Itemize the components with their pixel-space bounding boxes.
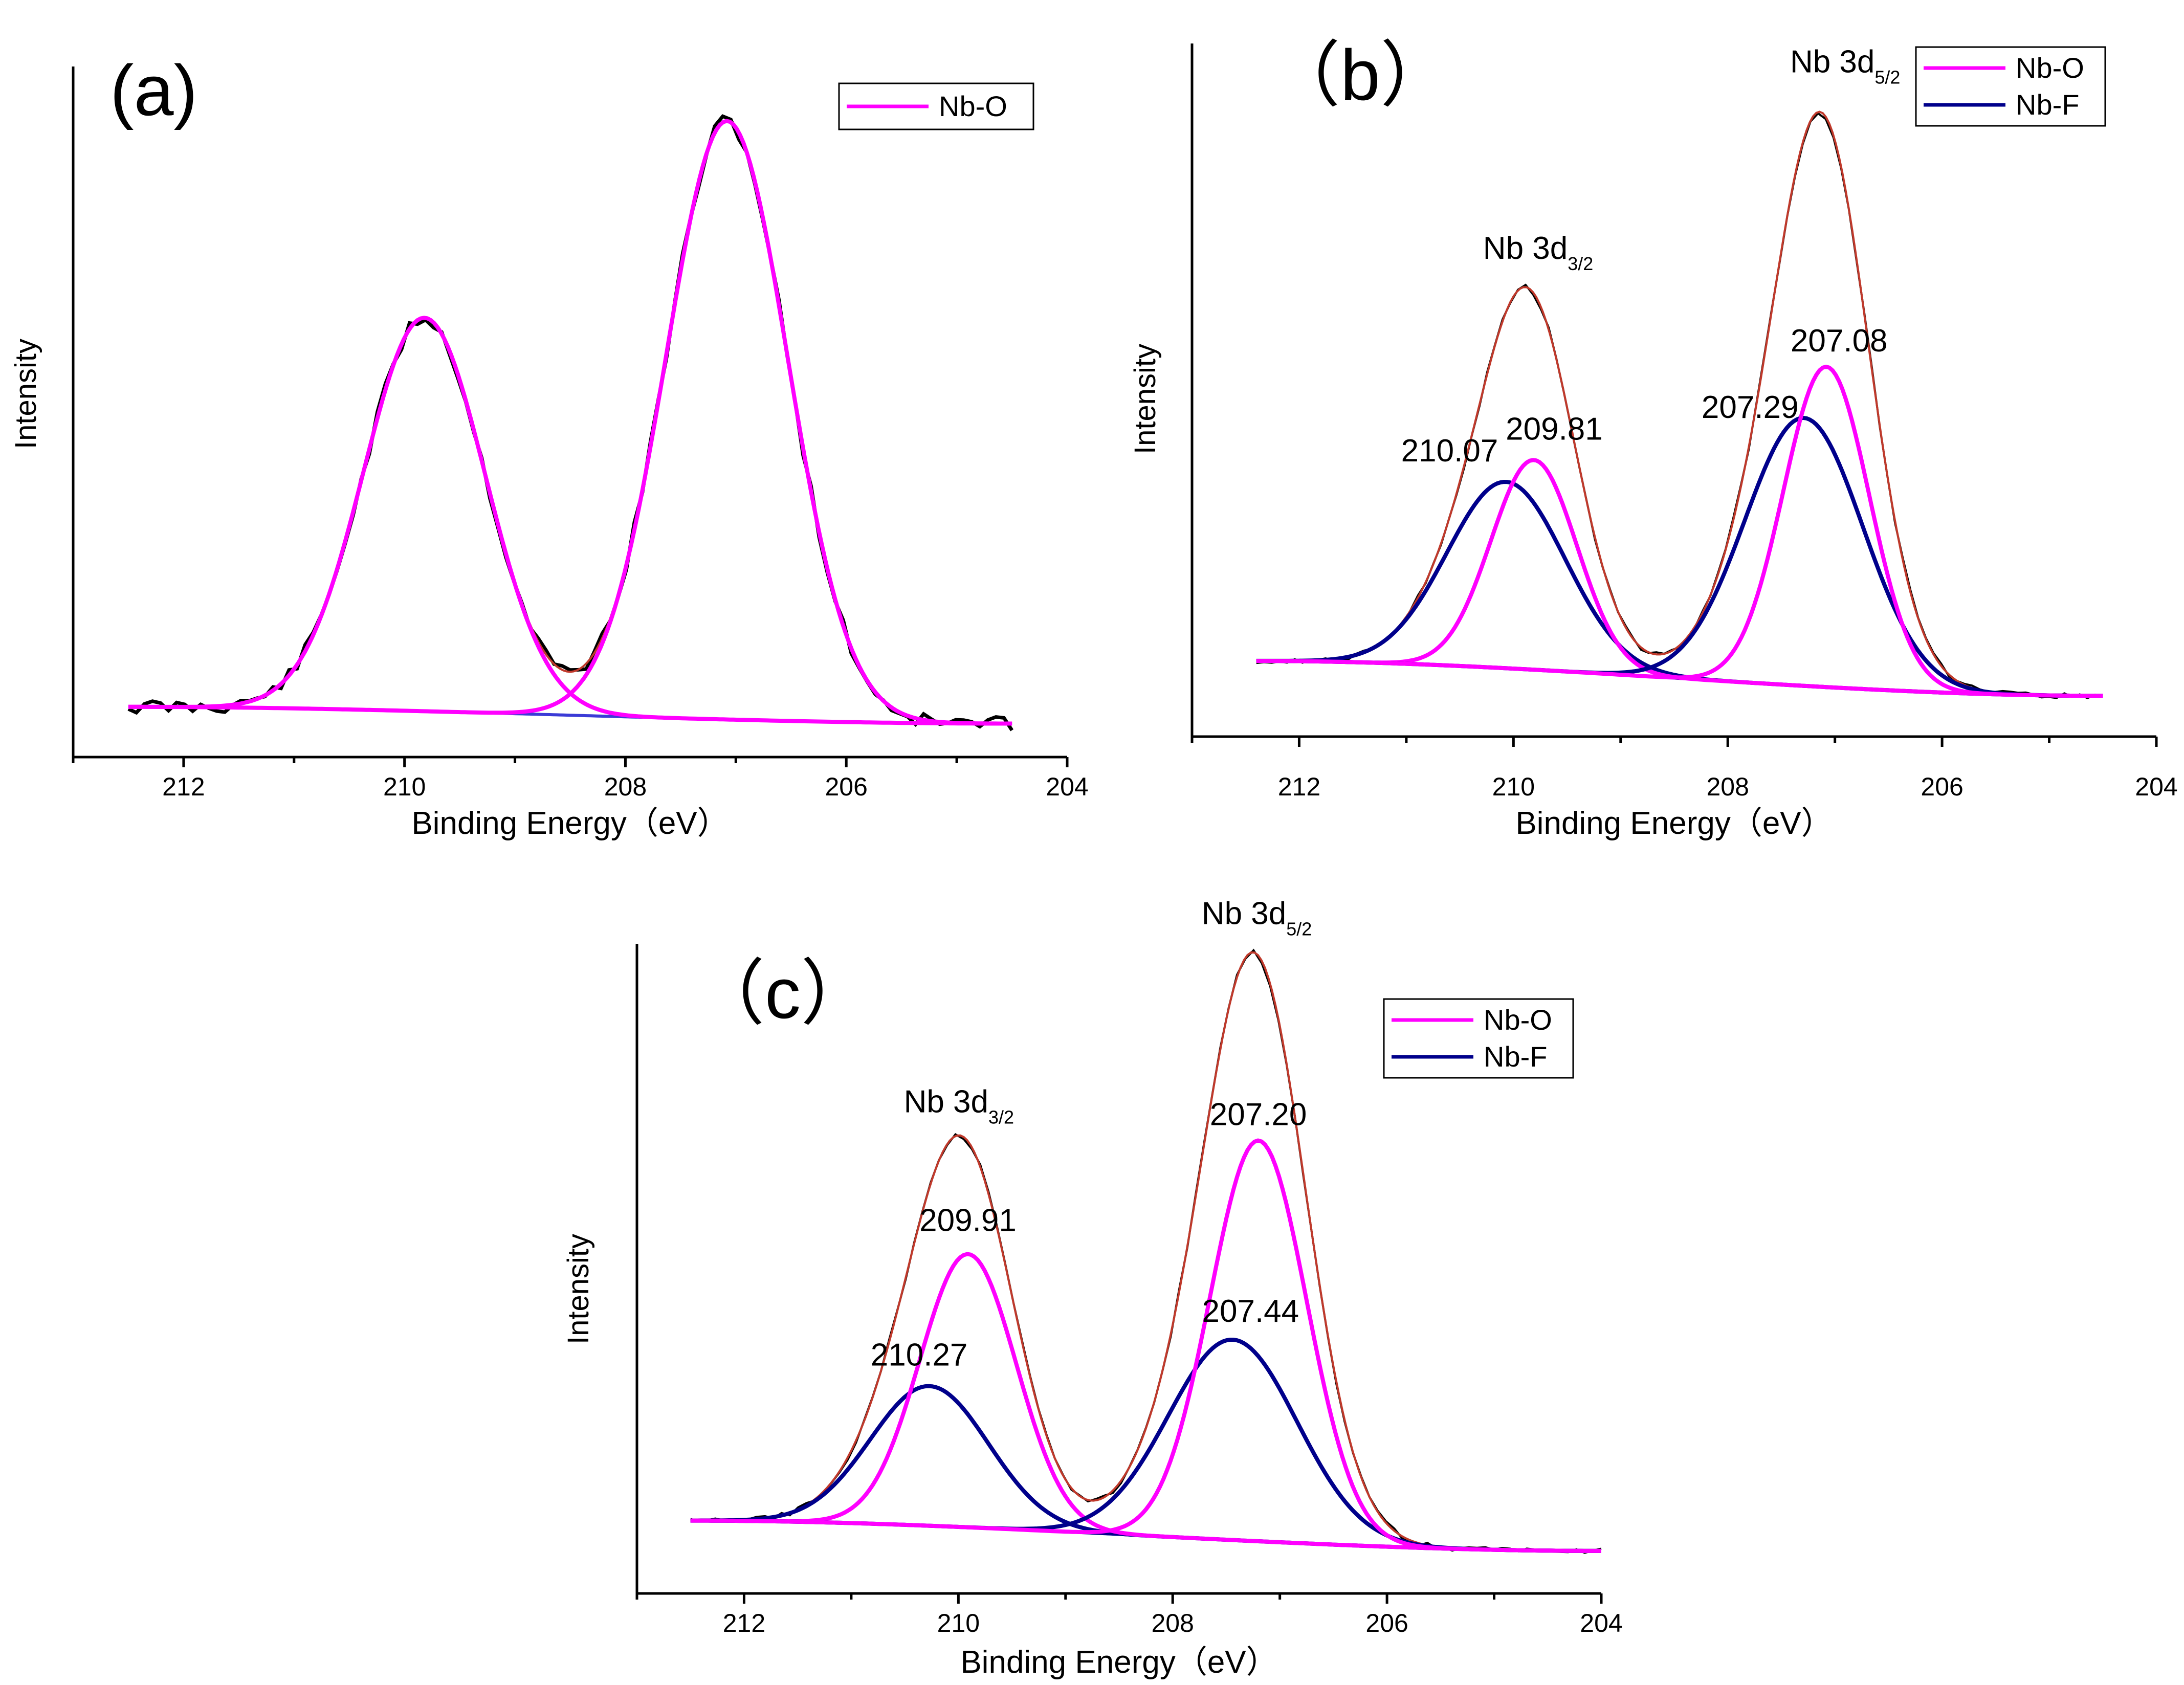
chart-panel-3: 212 210 208 206 204 Binding Energy（eV） Intensi… [562, 896, 1623, 1680]
legend: Nb-O [838, 82, 1034, 130]
peak-group-label: Nb 3d3/2 [1483, 231, 1594, 274]
legend-label: Nb-O [939, 90, 1007, 122]
panel-label: （c） [693, 953, 872, 1033]
panel-label: (a) [110, 50, 197, 130]
x-tick-label: 210 [1492, 772, 1535, 801]
peak-position-label: 209.91 [919, 1203, 1017, 1238]
x-axis-label: Binding Energy（eV） [960, 1645, 1277, 1680]
envelope-line [128, 120, 1012, 725]
legend-label: Nb-F [2016, 88, 2079, 121]
x-tick-label: 212 [723, 1609, 765, 1637]
peak-nb-o-line [128, 119, 1012, 726]
x-tick-label: 206 [1365, 1609, 1408, 1637]
subscript: 5/2 [1874, 67, 1900, 88]
x-tick-label: 204 [1580, 1609, 1622, 1637]
x-tick-label: 208 [1707, 772, 1749, 801]
peak-position-label: 207.08 [1791, 323, 1888, 359]
raw-data-line [127, 114, 1014, 731]
legend: Nb-O Nb-F [1915, 46, 2106, 127]
peak-nb-f-line [690, 1384, 1601, 1553]
legend-box [1383, 998, 1574, 1079]
x-tick-label: 210 [383, 772, 426, 801]
legend-label: Nb-O [2016, 52, 2084, 84]
x-tick-label: 206 [1921, 772, 1963, 801]
x-tick-label: 206 [825, 772, 868, 801]
peak-group-label: Nb 3d5/2 [1790, 45, 1901, 88]
x-tick-label: 210 [937, 1609, 980, 1637]
chart-panel-1: 212 210 208 206 204 Binding Energy（eV） Intensi… [9, 50, 1089, 841]
y-axis-label: Intensity [9, 339, 42, 449]
peak-position-label: 210.07 [1401, 433, 1498, 469]
x-tick-label: 212 [1278, 772, 1320, 801]
legend-label: Nb-F [1484, 1040, 1547, 1073]
x-tick-label: 208 [1152, 1609, 1194, 1637]
peak-position-label: 207.20 [1210, 1097, 1307, 1133]
x-tick-label: 208 [604, 772, 647, 801]
envelope-line [1256, 110, 2103, 697]
y-axis-label: Intensity [562, 1234, 595, 1344]
peak-position-label: 207.44 [1202, 1294, 1299, 1329]
x-tick-label: 204 [1046, 772, 1088, 801]
x-axis-label: Binding Energy（eV） [411, 806, 729, 841]
panel-label: （b） [1269, 35, 1452, 115]
peak-nb-f-line [1256, 415, 2103, 698]
subscript: 5/2 [1286, 919, 1312, 940]
x-tick-label: 212 [162, 772, 205, 801]
x-tick-label: 204 [2135, 772, 2177, 801]
peak-nb-o-line [1256, 364, 2103, 698]
peak-group-label: Nb 3d5/2 [1202, 896, 1312, 940]
subscript: 3/2 [988, 1107, 1014, 1128]
legend-label: Nb-O [1484, 1004, 1552, 1036]
raw-data-line [1256, 112, 2103, 700]
x-axis-label: Binding Energy（eV） [1515, 806, 1833, 841]
legend: Nb-O Nb-F [1383, 998, 1574, 1079]
peak-nb-o-line [1256, 458, 2103, 698]
subscript: 3/2 [1568, 253, 1593, 274]
peak-group-label: Nb 3d3/2 [904, 1084, 1014, 1128]
chart-panel-2: 212 210 208 206 204 Binding Energy（eV） Intensi… [1129, 35, 2178, 841]
legend-box [1915, 46, 2106, 127]
peak-nb-o-line [128, 316, 1012, 726]
peak-position-label: 207.29 [1702, 390, 1799, 425]
y-axis-label: Intensity [1129, 344, 1162, 454]
peak-position-label: 209.81 [1506, 411, 1603, 447]
peak-nb-o-line [690, 1138, 1601, 1553]
peak-position-label: 210.27 [871, 1338, 968, 1373]
